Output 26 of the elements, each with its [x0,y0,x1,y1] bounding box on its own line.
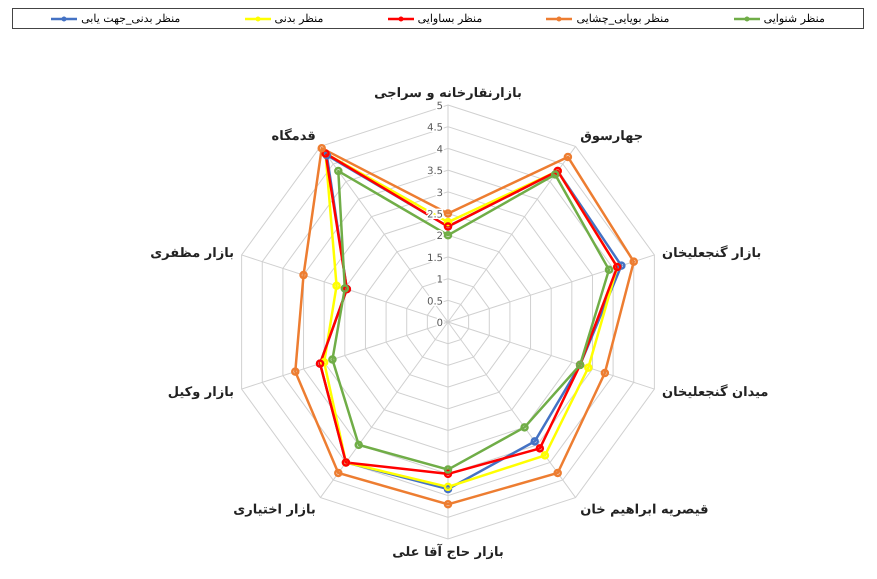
spoke-label: بازار گنجعلیخان [662,245,762,262]
y-tick-label: 1.5 [427,252,443,264]
spoke-label: بازار حاج آقا علی [392,543,504,560]
legend-label: منظر بدنی_جهت یابی [81,12,180,25]
spoke-label: بازار وکیل [168,385,234,400]
y-tick-label: 1 [436,274,443,286]
y-tick-label: 4 [436,144,443,156]
legend-label: منظر شنوایی [764,12,825,25]
y-tick-label: 0.5 [427,296,443,308]
spoke-label: قدمگاه [272,128,316,144]
spoke-label: بازارنقارخانه و سراجی [374,86,522,101]
spoke-label: بازار اختیاری [233,502,316,518]
y-tick-label: 4.5 [427,122,443,134]
spoke-label: میدان گنجعلیخان [662,384,768,400]
spoke-label: قیصریه ابراهیم خان [580,502,709,518]
y-tick-label: 2.5 [427,210,443,220]
y-tick-label: 5 [436,101,443,112]
y-tick-label: 3.5 [427,166,443,178]
legend-label: منظر بدنی [274,12,324,25]
legend-label: منظر بویایی_چشایی [576,12,670,25]
spoke-label: جهارسوق [580,128,644,144]
y-tick-label: 0 [436,318,443,329]
spoke-label: بازار مظفری [150,246,234,262]
legend-label: منظر بساوایی [418,12,482,25]
y-tick-label: 2 [436,231,443,242]
y-tick-label: 3 [436,188,443,199]
